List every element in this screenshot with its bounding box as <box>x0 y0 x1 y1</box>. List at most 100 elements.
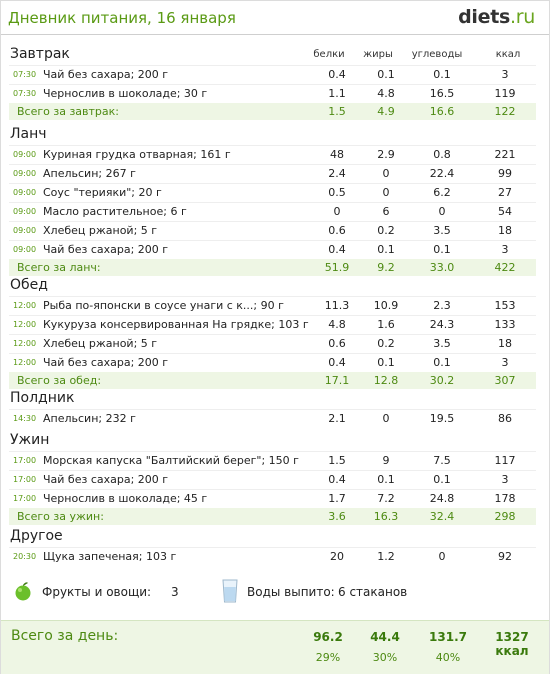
food-carbs: 16.5 <box>429 87 455 100</box>
meal-title: Обед <box>10 277 48 293</box>
food-protein: 48 <box>330 148 344 161</box>
food-name: Чай без сахара; 200 г <box>43 356 169 369</box>
food-name: Чай без сахара; 200 г <box>43 243 169 256</box>
col-header-protein: белки <box>313 49 345 60</box>
food-time: 17:00 <box>13 475 37 484</box>
food-row[interactable]: 09:00 Апельсин; 267 г 2.4 0 22.4 99 <box>9 164 536 182</box>
total-protein: 1.5 <box>328 105 346 118</box>
food-fat: 0 <box>382 167 390 180</box>
food-carbs: 0 <box>438 205 446 218</box>
food-protein: 0.4 <box>328 356 346 369</box>
food-kcal: 27 <box>498 186 512 199</box>
col-header-kcal: ккал <box>495 49 521 60</box>
total-carbs: 30.2 <box>429 374 455 387</box>
food-row[interactable]: 09:00 Масло растительное; 6 г 0 6 0 54 <box>9 202 536 220</box>
food-row[interactable]: 12:00 Хлебец ржаной; 5 г 0.6 0.2 3.5 18 <box>9 334 536 352</box>
food-carbs: 0.1 <box>433 473 451 486</box>
food-row[interactable]: 17:00 Чернослив в шоколаде; 45 г 1.7 7.2 24.… <box>9 489 536 507</box>
food-row[interactable]: 12:00 Кукуруза консервированная На грядке… <box>9 315 536 333</box>
food-fat: 0 <box>382 186 390 199</box>
food-name: Чернослив в шоколаде; 45 г <box>43 492 208 505</box>
day-total-kcal: 1327 ккал <box>495 630 529 658</box>
meal-title: Полдник <box>10 390 75 406</box>
total-kcal: 307 <box>494 374 516 387</box>
total-fat: 16.3 <box>373 510 399 523</box>
food-protein: 2.4 <box>328 167 346 180</box>
food-protein: 0.5 <box>328 186 346 199</box>
food-protein: 0.4 <box>328 243 346 256</box>
food-row[interactable]: 12:00 Рыба по-японски в соусе унаги с к..… <box>9 296 536 314</box>
food-name: Чай без сахара; 200 г <box>43 68 169 81</box>
meal-total-row: Всего за ужин: 3.6 16.3 32.4 298 <box>9 508 536 525</box>
food-name: Рыба по-японски в соусе унаги с к...; 90… <box>43 299 284 312</box>
food-time: 12:00 <box>13 339 37 348</box>
day-total-fat: 44.4 <box>370 630 400 644</box>
food-name: Кукуруза консервированная На грядке; 103… <box>43 318 309 331</box>
food-row[interactable]: 20:30 Щука запеченая; 103 г 20 1.2 0 92 <box>9 547 536 565</box>
food-kcal: 86 <box>498 412 512 425</box>
food-carbs: 0.1 <box>433 356 451 369</box>
food-row[interactable]: 09:00 Соус "терияки"; 20 г 0.5 0 6.2 27 <box>9 183 536 201</box>
food-protein: 1.7 <box>328 492 346 505</box>
food-row[interactable]: 17:00 Чай без сахара; 200 г 0.4 0.1 0.1 3 <box>9 470 536 488</box>
food-row[interactable]: 09:00 Хлебец ржаной; 5 г 0.6 0.2 3.5 18 <box>9 221 536 239</box>
food-row[interactable]: 09:00 Чай без сахара; 200 г 0.4 0.1 0.1 3 <box>9 240 536 258</box>
total-kcal: 422 <box>494 261 516 274</box>
food-time: 09:00 <box>13 226 37 235</box>
food-protein: 1.1 <box>328 87 346 100</box>
food-name: Апельсин; 232 г <box>43 412 136 425</box>
food-protein: 0.4 <box>328 68 346 81</box>
day-total: Всего за день: 96.2 44.4 131.7 1327 ккал… <box>1 620 549 674</box>
food-protein: 2.1 <box>328 412 346 425</box>
food-row[interactable]: 07:30 Чай без сахара; 200 г 0.4 0.1 0.1 3 <box>9 65 536 83</box>
meal-total-row: Всего за ланч: 51.9 9.2 33.0 422 <box>9 259 536 276</box>
food-kcal: 3 <box>501 243 509 256</box>
food-name: Щука запеченая; 103 г <box>43 550 177 563</box>
meal-title: Завтрак <box>10 46 70 62</box>
water-glass-icon <box>222 579 238 603</box>
food-time: 07:30 <box>13 89 37 98</box>
total-kcal: 122 <box>494 105 516 118</box>
food-kcal: 119 <box>494 87 516 100</box>
food-fat: 0.1 <box>377 473 395 486</box>
food-name: Хлебец ржаной; 5 г <box>43 337 158 350</box>
meal-total-label: Всего за ужин: <box>17 510 104 523</box>
food-fat: 10.9 <box>373 299 399 312</box>
total-fat: 9.2 <box>377 261 395 274</box>
food-row[interactable]: 17:00 Морская капуска "Балтийский берег";… <box>9 451 536 469</box>
food-carbs: 2.3 <box>433 299 451 312</box>
food-time: 14:30 <box>13 414 37 423</box>
food-time: 17:00 <box>13 456 37 465</box>
food-row[interactable]: 07:30 Чернослив в шоколаде; 30 г 1.1 4.8 16.… <box>9 84 536 102</box>
total-protein: 17.1 <box>324 374 350 387</box>
day-protein-percent: 29% <box>315 651 341 664</box>
food-time: 09:00 <box>13 245 37 254</box>
meal-total-label: Всего за ланч: <box>17 261 101 274</box>
food-name: Чернослив в шоколаде; 30 г <box>43 87 208 100</box>
food-time: 12:00 <box>13 358 37 367</box>
total-carbs: 16.6 <box>429 105 455 118</box>
food-time: 09:00 <box>13 207 37 216</box>
food-fat: 7.2 <box>377 492 395 505</box>
meal-total-row: Всего за обед: 17.1 12.8 30.2 307 <box>9 372 536 389</box>
food-carbs: 24.3 <box>429 318 455 331</box>
food-row[interactable]: 12:00 Чай без сахара; 200 г 0.4 0.1 0.1 3 <box>9 353 536 371</box>
food-time: 12:00 <box>13 301 37 310</box>
water-value: 6 стаканов <box>338 585 408 599</box>
food-name: Морская капуска "Балтийский берег"; 150 … <box>43 454 299 467</box>
day-carbs-percent: 40% <box>435 651 461 664</box>
food-protein: 4.8 <box>328 318 346 331</box>
food-carbs: 0.8 <box>433 148 451 161</box>
food-row[interactable]: 14:30 Апельсин; 232 г 2.1 0 19.5 86 <box>9 409 536 427</box>
food-protein: 11.3 <box>324 299 350 312</box>
day-total-label: Всего за день: <box>11 628 119 644</box>
food-row[interactable]: 09:00 Куриная грудка отварная; 161 г 48 2.9… <box>9 145 536 163</box>
food-kcal: 178 <box>494 492 516 505</box>
meal-total-label: Всего за обед: <box>17 374 102 387</box>
meal-title: Ланч <box>10 126 47 142</box>
meal-title: Другое <box>10 528 63 544</box>
food-kcal: 99 <box>498 167 512 180</box>
food-fat: 0.1 <box>377 243 395 256</box>
food-fat: 6 <box>382 205 390 218</box>
site-logo[interactable]: diets.ru <box>458 6 535 28</box>
